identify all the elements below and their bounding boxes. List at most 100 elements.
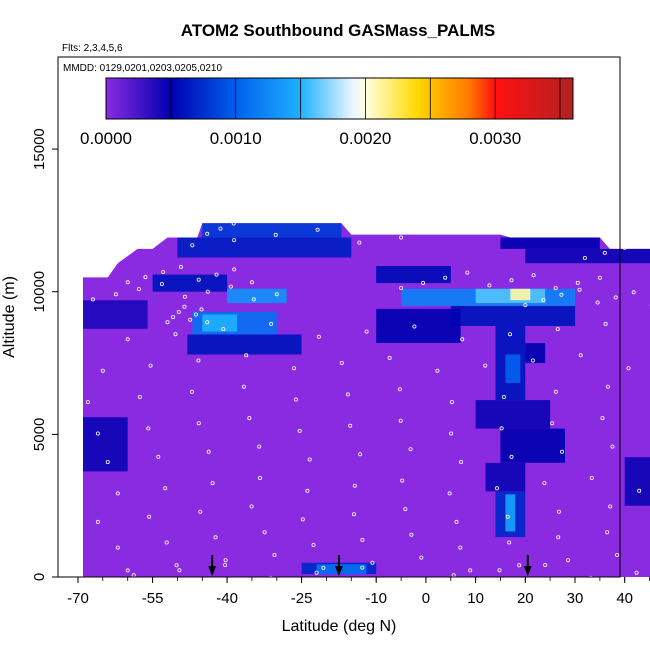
sample-point — [305, 488, 310, 493]
sample-point — [307, 457, 312, 462]
sample-point — [210, 481, 215, 486]
sample-point — [223, 558, 228, 563]
sample-point — [218, 226, 223, 231]
sample-point — [631, 290, 636, 295]
sample-point — [345, 392, 350, 397]
sample-point — [509, 278, 514, 283]
heatmap-cell — [500, 428, 565, 463]
sample-point — [213, 535, 218, 540]
colorbar: 0.0000 0.0010 0.0020 0.0030 — [80, 77, 574, 148]
sample-point — [196, 358, 201, 363]
sample-point — [171, 315, 176, 320]
sample-point — [205, 289, 210, 294]
heatmap-cells — [83, 223, 650, 577]
plot-area — [57, 56, 650, 583]
sample-point — [595, 300, 600, 305]
colorbar-tick-label: 0.0030 — [469, 129, 521, 148]
sample-point — [221, 327, 226, 332]
sample-point — [316, 334, 321, 339]
sample-point — [559, 292, 564, 297]
x-tick-label: 40 — [616, 590, 633, 607]
sample-point — [189, 389, 194, 394]
plot-frame — [57, 56, 621, 578]
x-tick-label: -70 — [67, 590, 89, 607]
colorbar-tick-label: 0.0000 — [80, 129, 132, 148]
sample-point — [523, 303, 528, 308]
sample-point — [542, 481, 547, 486]
sample-point — [387, 355, 392, 360]
sample-point — [190, 243, 195, 248]
sample-point — [257, 444, 262, 449]
sample-point — [634, 570, 639, 575]
sample-point — [115, 545, 120, 550]
sample-point — [597, 275, 602, 280]
sample-point — [232, 238, 237, 243]
sample-point — [125, 568, 130, 573]
sample-point — [560, 449, 565, 454]
sample-point — [505, 514, 510, 519]
sample-point — [244, 216, 249, 221]
sample-point — [400, 478, 405, 483]
sample-point — [348, 423, 353, 428]
sample-point — [205, 231, 210, 236]
sample-point — [273, 232, 278, 237]
sample-point — [360, 565, 365, 570]
y-tick-label: 0 — [31, 573, 48, 581]
sample-point — [176, 309, 181, 314]
sample-point — [409, 532, 414, 537]
sample-point — [174, 563, 179, 568]
sample-point — [600, 416, 605, 421]
sample-point — [315, 227, 320, 232]
sample-point — [399, 235, 404, 240]
sample-point — [637, 488, 642, 493]
sample-point — [588, 575, 593, 580]
sample-point — [311, 543, 316, 548]
x-axis-label: Latitude (deg N) — [282, 618, 397, 635]
sample-point — [465, 270, 470, 275]
sample-point — [231, 221, 236, 226]
sample-point — [182, 304, 187, 309]
sample-point — [165, 320, 170, 325]
sample-point — [541, 297, 546, 302]
colorbar-dividers — [170, 78, 561, 119]
sample-point — [543, 563, 548, 568]
sample-point — [125, 337, 130, 342]
heatmap-cell — [376, 308, 461, 343]
sample-point — [182, 294, 187, 299]
sample-point — [507, 332, 512, 337]
sample-point — [249, 504, 254, 509]
x-tick-label: -55 — [142, 590, 164, 607]
sample-point — [398, 418, 403, 423]
heatmap-cell — [500, 237, 600, 249]
sample-point — [449, 400, 454, 405]
sample-point — [553, 285, 558, 290]
sample-point — [447, 491, 452, 496]
sample-point — [509, 454, 514, 459]
heatmap-cell — [83, 417, 128, 472]
sample-point — [615, 553, 620, 558]
sample-point — [483, 363, 488, 368]
sample-point — [247, 416, 252, 421]
sample-point — [85, 400, 90, 405]
heatmap-cell — [510, 288, 531, 301]
x-tick-label: -25 — [291, 590, 313, 607]
sample-point — [435, 368, 440, 373]
sample-point — [95, 519, 100, 524]
y-tick-label: 15000 — [31, 128, 48, 170]
sample-point — [95, 431, 100, 436]
sample-point — [458, 545, 463, 550]
sample-point — [412, 324, 417, 329]
sample-point — [232, 267, 237, 272]
sample-point — [556, 535, 561, 540]
x-tick-label: 20 — [517, 590, 534, 607]
sample-point — [85, 578, 90, 583]
sample-point — [223, 563, 228, 568]
sample-point — [507, 540, 512, 545]
sample-point — [244, 353, 249, 358]
sample-point — [578, 353, 583, 358]
sample-point — [196, 421, 201, 426]
sample-point — [100, 368, 105, 373]
sample-point — [199, 307, 204, 312]
sample-point — [137, 394, 142, 399]
